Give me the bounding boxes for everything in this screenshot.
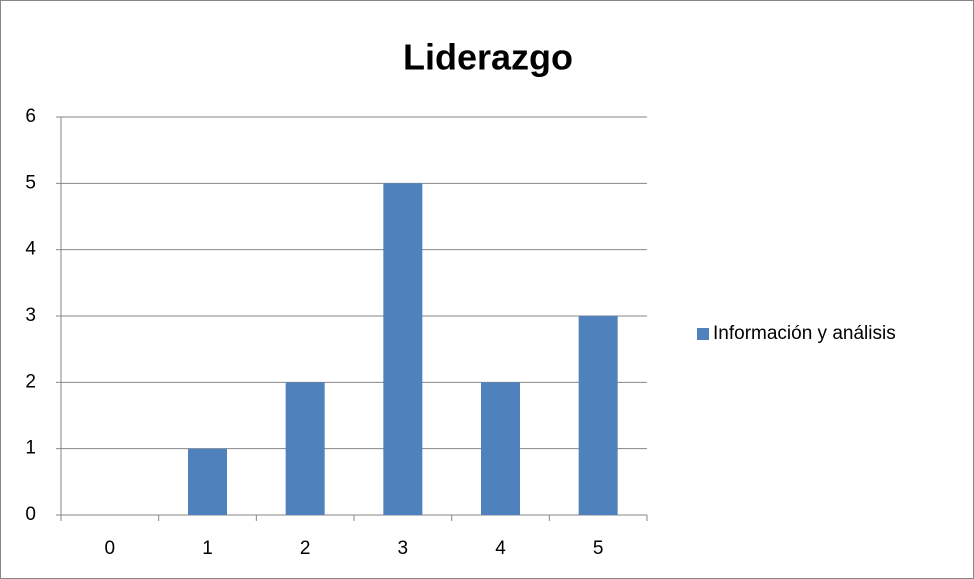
legend-swatch (697, 328, 709, 340)
bar (383, 183, 423, 516)
x-tick-label: 4 (495, 538, 506, 559)
bar (481, 382, 520, 515)
bar (578, 316, 618, 515)
y-tick-label: 6 (25, 106, 36, 127)
bar (285, 382, 325, 515)
x-tick-label: 5 (593, 538, 604, 559)
y-tick-label: 2 (25, 371, 36, 392)
x-tick-label: 3 (398, 538, 409, 559)
chart-title: Liderazgo (403, 37, 573, 78)
legend-label: Información y análisis (713, 323, 896, 344)
y-tick-label: 1 (25, 438, 36, 459)
x-tick-label: 0 (105, 538, 116, 559)
y-tick-label: 5 (25, 172, 36, 193)
x-tick-label: 1 (202, 538, 213, 559)
bar (188, 448, 227, 515)
y-tick-label: 4 (25, 239, 36, 260)
y-tick-label: 0 (25, 504, 36, 525)
x-tick-label: 2 (300, 538, 311, 559)
y-tick-label: 3 (25, 305, 36, 326)
